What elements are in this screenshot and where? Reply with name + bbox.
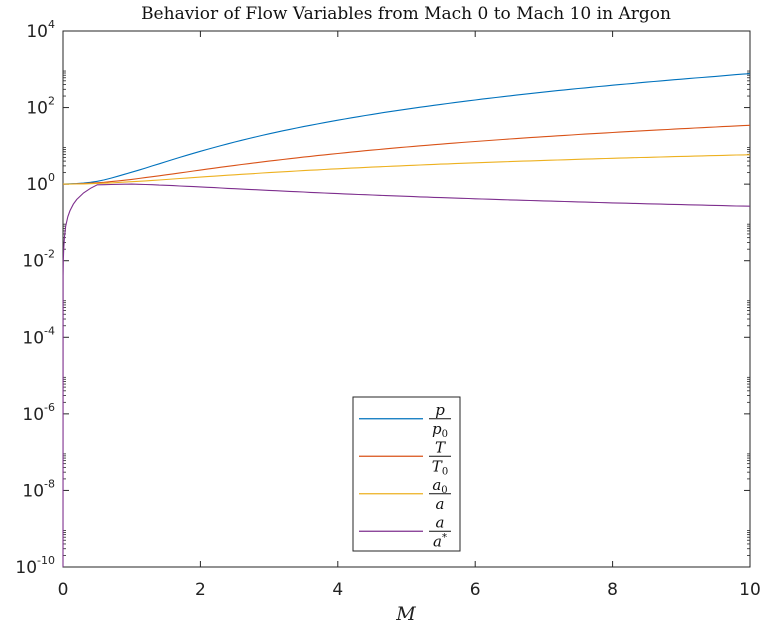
y-tick-label: 102 xyxy=(26,95,55,119)
series-line-4 xyxy=(62,183,751,568)
y-tick-label: 10-4 xyxy=(22,324,55,348)
legend-den-subscript: 0 xyxy=(442,466,448,477)
y-tick-label: 10-8 xyxy=(22,477,55,501)
y-tick-exponent: -4 xyxy=(44,324,55,337)
legend-denominator: p0 xyxy=(432,420,448,440)
x-tick-label: 4 xyxy=(332,580,343,600)
x-tick-label: 2 xyxy=(195,580,206,600)
legend-num-symbol: T xyxy=(435,438,446,456)
y-tick-exponent: -8 xyxy=(44,477,55,490)
legend-den-symbol: a xyxy=(433,532,442,550)
y-tick-exponent: -6 xyxy=(44,401,55,414)
y-tick-exponent: 0 xyxy=(48,171,55,184)
legend-den-symbol: a xyxy=(436,495,445,513)
y-tick-label: 10-10 xyxy=(15,554,55,578)
y-tick-exponent: 4 xyxy=(48,18,55,31)
legend-den-subscript: 0 xyxy=(442,429,448,440)
y-tick-base: 10 xyxy=(22,405,44,425)
legend-num-symbol: a xyxy=(432,476,441,494)
y-tick-base: 10 xyxy=(15,558,37,578)
legend-den-superscript: * xyxy=(442,532,447,543)
legend-numerator: p xyxy=(435,401,445,419)
x-tick-label: 8 xyxy=(607,580,618,600)
y-tick-base: 10 xyxy=(22,252,44,272)
y-tick-base: 10 xyxy=(26,175,48,195)
legend-denominator: a* xyxy=(433,532,447,550)
legend-num-symbol: a xyxy=(436,513,445,531)
y-tick-label: 10-6 xyxy=(22,401,55,425)
x-tick-label: 6 xyxy=(470,580,481,600)
y-tick-base: 10 xyxy=(26,99,48,119)
legend-num-symbol: p xyxy=(435,401,445,419)
legend-den-symbol: T xyxy=(432,457,443,475)
series-lines xyxy=(62,73,751,568)
y-tick-exponent: -10 xyxy=(37,554,55,567)
legend-den-symbol: p xyxy=(432,420,442,438)
y-tick-base: 10 xyxy=(26,22,48,42)
y-tick-exponent: 2 xyxy=(48,95,55,108)
x-tick-label: 0 xyxy=(58,580,69,600)
legend-numerator: T xyxy=(435,438,446,456)
chart-title: Behavior of Flow Variables from Mach 0 t… xyxy=(141,4,671,24)
x-tick-label: 10 xyxy=(739,580,761,600)
legend-numerator: a0 xyxy=(432,476,447,496)
series-line-2 xyxy=(62,124,751,185)
series-line-3 xyxy=(63,154,751,185)
legend-numerator: a xyxy=(436,513,445,531)
y-tick-label: 104 xyxy=(26,18,55,42)
legend-denominator: T0 xyxy=(432,457,448,477)
series-line-1 xyxy=(62,73,751,185)
legend-box xyxy=(352,396,461,552)
y-tick-base: 10 xyxy=(22,481,44,501)
y-tick-label: 10-2 xyxy=(22,248,55,272)
legend-denominator: a xyxy=(436,495,445,513)
legend-num-subscript: 0 xyxy=(441,485,447,496)
x-axis-label: M xyxy=(395,603,416,624)
y-tick-base: 10 xyxy=(22,328,44,348)
y-tick-label: 100 xyxy=(26,171,55,195)
y-tick-exponent: -2 xyxy=(44,248,55,261)
